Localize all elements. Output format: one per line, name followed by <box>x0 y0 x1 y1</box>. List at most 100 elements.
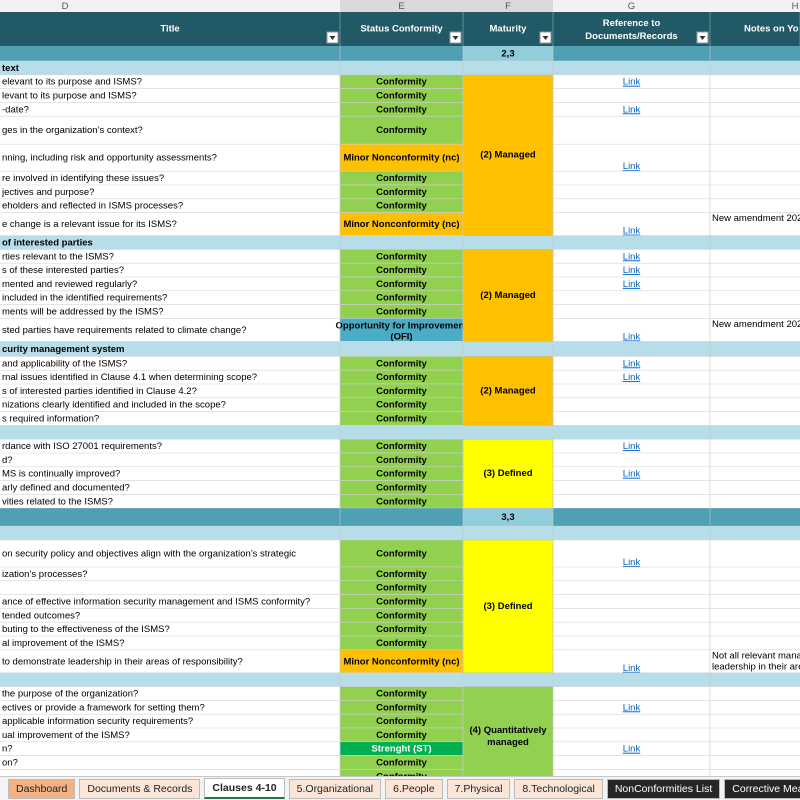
header-label: Status Conformity <box>360 24 443 35</box>
status-label: Conformity <box>376 125 427 136</box>
document-link[interactable]: Link <box>623 557 641 568</box>
document-link[interactable]: Link <box>623 104 641 115</box>
question: e change is a relevant issue for its ISM… <box>2 219 177 230</box>
section-row <box>0 526 800 540</box>
question: ual improvement of the ISMS? <box>2 730 130 741</box>
question: rties relevant to the ISMS? <box>2 251 114 262</box>
status-label: Conformity <box>376 293 427 304</box>
sheet-tab[interactable]: 5.Organizational <box>288 778 382 799</box>
question: on? <box>2 758 18 769</box>
question: ance of effective information security m… <box>2 597 310 608</box>
document-link[interactable]: Link <box>623 251 641 262</box>
status-label: Opportunity for Improvement (OFI) <box>336 320 469 342</box>
sheet-tab[interactable]: 6.People <box>385 778 443 799</box>
sheet-tabs: Dashboard Documents & Records Clauses 4-10… <box>0 776 800 800</box>
status-label: Conformity <box>376 610 427 621</box>
status-label: Conformity <box>376 441 427 452</box>
sheet: D E F G H Title Status Conformity Maturity Refer… <box>0 0 800 776</box>
status-label: Conformity <box>376 104 427 115</box>
question: nning, including risk and opportunity as… <box>2 153 217 164</box>
question: mented and reviewed regularly? <box>2 279 137 290</box>
question: rdance with ISO 27001 requirements? <box>2 441 162 452</box>
sheet-tab[interactable]: Corrective Measures <box>724 778 800 799</box>
sheet-tab[interactable]: Clauses 4-10 <box>204 778 285 799</box>
status-label: Conformity <box>376 549 427 560</box>
header-label: Title <box>160 24 179 35</box>
status-label: Conformity <box>376 496 427 507</box>
maturity-line: (4) Quantitatively <box>469 724 547 735</box>
col-letter: H <box>792 1 799 12</box>
question: ges in the organization’s context? <box>2 125 143 136</box>
question: on security policy and objectives align … <box>2 549 296 560</box>
question: al improvement of the ISMS? <box>2 638 125 649</box>
sheet-tab[interactable]: 8.Technological <box>514 778 603 799</box>
status-label: Conformity <box>376 358 427 369</box>
status-label: Conformity <box>376 386 427 397</box>
sheet-tab[interactable]: Documents & Records <box>79 778 201 799</box>
status-line: Opportunity for Improvement <box>336 320 469 331</box>
header-line: Reference to <box>603 18 661 29</box>
status-label: Conformity <box>376 372 427 383</box>
status-label: Conformity <box>376 400 427 411</box>
header-line: Documents/Records <box>585 31 677 42</box>
question: and applicability of the ISMS? <box>2 358 127 369</box>
status-label: Conformity <box>376 469 427 480</box>
note: New amendment 2024, <box>712 319 800 330</box>
filter-arrow <box>329 36 336 40</box>
status-label: Conformity <box>376 638 427 649</box>
maturity-cell <box>462 356 554 426</box>
sheet-tab[interactable]: 7.Physical <box>446 778 511 799</box>
document-link[interactable]: Link <box>623 372 641 383</box>
status-label: Conformity <box>376 77 427 88</box>
note: Not all relevant manage <box>712 650 800 661</box>
status-label: Conformity <box>376 251 427 262</box>
col-letter-sel <box>340 0 553 12</box>
sheet-tab[interactable]: NonConformities List <box>606 778 721 799</box>
document-link[interactable]: Link <box>623 441 641 452</box>
status-label: Conformity <box>376 173 427 184</box>
status-cell[interactable] <box>339 769 464 776</box>
filter-arrow <box>452 36 459 40</box>
document-link[interactable]: Link <box>623 265 641 276</box>
question: MS is continually improved? <box>2 469 120 480</box>
status-cell[interactable] <box>339 143 464 172</box>
question: d? <box>2 455 13 466</box>
document-link[interactable]: Link <box>623 77 641 88</box>
section-row <box>0 61 800 75</box>
document-link[interactable]: Link <box>623 469 641 480</box>
status-label: Minor Nonconformity (nc) <box>343 153 459 164</box>
sheet-tab[interactable]: Dashboard <box>8 778 76 799</box>
status-label: Conformity <box>376 414 427 425</box>
status-label: Conformity <box>376 455 427 466</box>
question: arly defined and documented? <box>2 483 130 494</box>
status-label: Conformity <box>376 483 427 494</box>
section-row <box>0 672 800 687</box>
filter-arrow <box>542 36 549 40</box>
document-link[interactable]: Link <box>623 744 641 755</box>
status-label: Conformity <box>376 689 427 700</box>
filter-arrow <box>699 36 706 40</box>
status-label: Conformity <box>376 201 427 212</box>
document-link[interactable]: Link <box>623 358 641 369</box>
question: s of these interested parties? <box>2 265 124 276</box>
question: levant to its purpose and ISMS? <box>2 91 137 102</box>
header-label: Notes on Yo <box>744 24 799 35</box>
status-line: (OFI) <box>390 331 412 342</box>
question: elevant to its purpose and ISMS? <box>2 77 142 88</box>
document-link[interactable]: Link <box>623 702 641 713</box>
document-link[interactable]: Link <box>623 279 641 290</box>
question: s required information? <box>2 414 99 425</box>
status-label: Conformity <box>376 265 427 276</box>
document-link[interactable]: Link <box>623 663 641 674</box>
document-link[interactable]: Link <box>623 161 641 172</box>
col-letter: G <box>628 1 635 12</box>
status-label: Minor Nonconformity (nc) <box>343 219 459 230</box>
document-link[interactable]: Link <box>623 226 641 237</box>
status-label: Conformity <box>376 187 427 198</box>
document-link[interactable]: Link <box>623 331 641 342</box>
col-letter: E <box>398 1 404 12</box>
maturity-label: (3) Defined <box>483 468 532 479</box>
band-row <box>0 46 800 61</box>
